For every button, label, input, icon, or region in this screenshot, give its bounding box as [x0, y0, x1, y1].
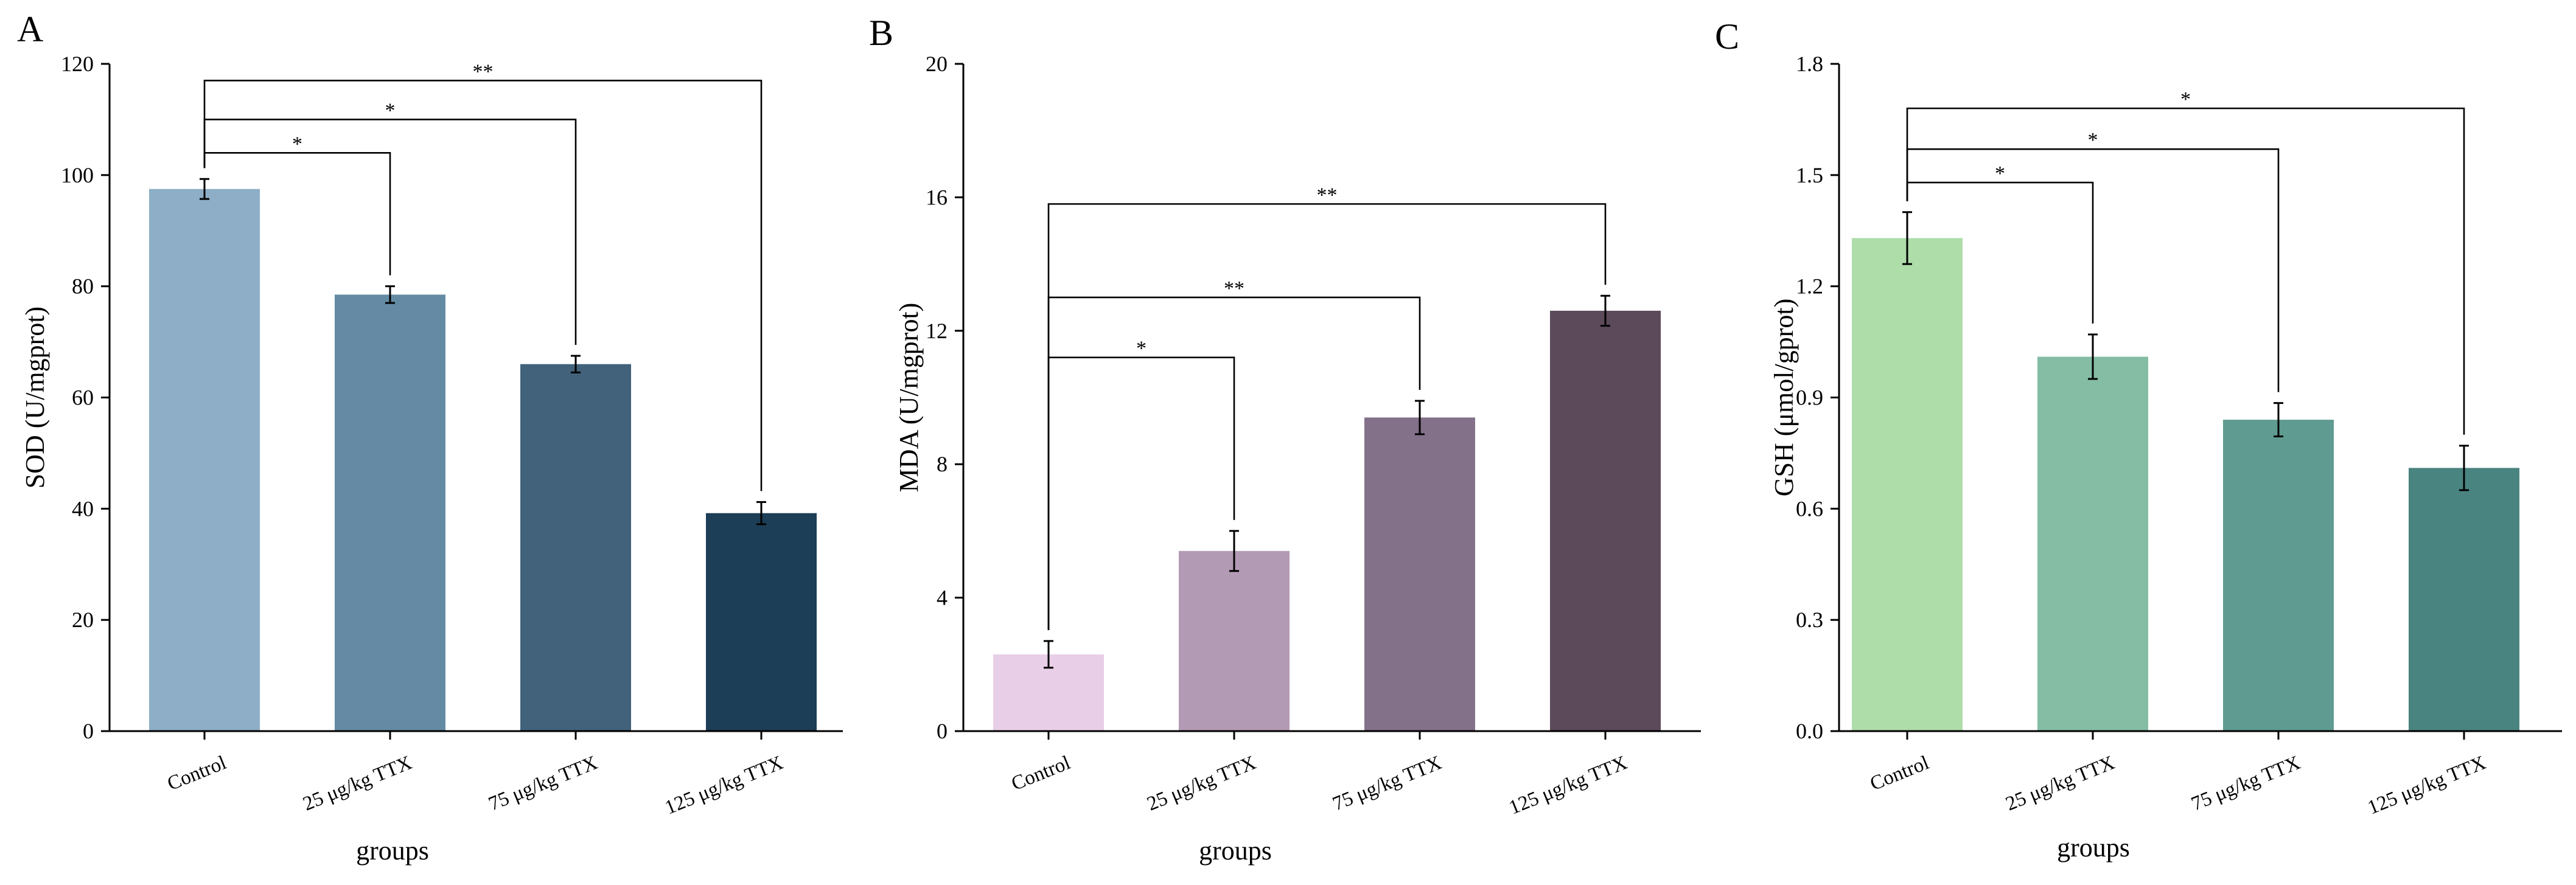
y-tick-label: 80: [72, 274, 94, 299]
x-tick-label: 75 μg/kg TTX: [486, 752, 601, 815]
y-tick-label: 40: [72, 496, 94, 521]
x-tick-label: 125 μg/kg TTX: [662, 752, 787, 819]
significance-label: *: [1995, 162, 2005, 185]
y-tick-label: 0.6: [1796, 496, 1823, 521]
y-tick-label: 16: [926, 185, 948, 209]
error-bar: [2459, 445, 2469, 491]
error-bar: [2274, 402, 2283, 437]
y-tick-label: 12: [926, 319, 948, 343]
bar: [520, 364, 631, 731]
chart-panel-a: A 0 20 40 60 80 100 120 Control 25 μg/kg TTX 75 μg…: [17, 9, 843, 866]
y-axis-title: MDA (U/mgprot): [894, 303, 924, 493]
x-tick-label: Control: [164, 752, 229, 795]
x-tick-label: 75 μg/kg TTX: [2188, 752, 2303, 815]
bar: [1852, 238, 1963, 731]
y-tick-label: 100: [61, 163, 94, 187]
panel-letter: B: [869, 13, 893, 53]
x-axis-title: groups: [356, 836, 429, 866]
y-tick-label: 1.2: [1796, 274, 1823, 299]
error-bar: [756, 501, 766, 526]
bar: [706, 513, 817, 731]
bar: [2223, 420, 2334, 731]
x-axis-title: groups: [2057, 833, 2130, 862]
panel-letter: C: [1715, 16, 1739, 57]
y-tick-label: 0: [937, 719, 948, 743]
significance-bracket: [1906, 107, 2465, 435]
x-tick-label: Control: [1008, 752, 1073, 795]
x-tick-label: 25 μg/kg TTX: [2003, 752, 2118, 815]
bar: [1364, 417, 1475, 731]
y-tick-label: 4: [937, 586, 948, 610]
y-tick-label: 0: [83, 719, 94, 743]
y-tick-label: 0.0: [1796, 719, 1823, 743]
significance-label: **: [1317, 184, 1338, 206]
bar: [1179, 550, 1290, 731]
x-tick-label: 25 μg/kg TTX: [1144, 752, 1259, 815]
y-tick-label: 8: [937, 452, 948, 476]
y-tick-label: 120: [61, 52, 94, 76]
error-bar: [1229, 530, 1239, 572]
significance-label: *: [385, 99, 396, 122]
y-tick-label: 0.9: [1796, 386, 1823, 410]
error-bar: [1902, 211, 1912, 265]
x-tick-label: 125 μg/kg TTX: [2365, 752, 2490, 819]
error-bar: [2088, 333, 2098, 380]
y-axis-title: SOD (U/mgprot): [20, 307, 50, 488]
error-bar: [571, 355, 581, 373]
significance-label: *: [1136, 338, 1147, 360]
error-bar: [385, 285, 395, 304]
error-bar: [1415, 400, 1425, 436]
y-tick-label: 20: [926, 52, 948, 76]
y-tick-label: 1.8: [1796, 52, 1823, 76]
error-bar: [200, 178, 209, 200]
y-tick-label: 20: [72, 608, 94, 632]
y-tick-label: 60: [72, 386, 94, 410]
x-tick-label: 125 μg/kg TTX: [1506, 752, 1631, 819]
bar: [335, 294, 445, 732]
x-axis-title: groups: [1199, 836, 1272, 866]
y-tick-label: 1.5: [1796, 163, 1823, 187]
y-axis-title: GSH (μmol/gprot): [1769, 299, 1799, 496]
bar: [2409, 468, 2519, 731]
error-bar: [1044, 640, 1053, 669]
y-tick-label: 0.3: [1796, 608, 1823, 632]
significance-label: **: [1224, 277, 1244, 300]
significance-label: *: [292, 133, 302, 155]
chart-panel-b: B 0 4 8 12 16 20 Control 25 μg/kg TTX 75 μg/kg TT…: [869, 13, 1701, 866]
bar: [1550, 310, 1661, 731]
significance-label: *: [2180, 88, 2191, 111]
significance-bracket: [1047, 203, 1607, 630]
panel-letter: A: [17, 9, 43, 49]
x-tick-label: 25 μg/kg TTX: [300, 752, 415, 815]
x-tick-label: 75 μg/kg TTX: [1330, 752, 1445, 815]
significance-bracket: [203, 80, 763, 491]
chart-panel-c: C 0.0 0.3 0.6 0.9 1.2 1.5 1.8 Control 25 μg/kg TT…: [1715, 16, 2562, 862]
bar: [2037, 356, 2148, 731]
significance-label: *: [2088, 129, 2098, 151]
bar: [149, 189, 260, 731]
x-tick-label: Control: [1867, 752, 1932, 795]
error-bar: [1600, 294, 1610, 327]
significance-label: **: [473, 60, 494, 83]
